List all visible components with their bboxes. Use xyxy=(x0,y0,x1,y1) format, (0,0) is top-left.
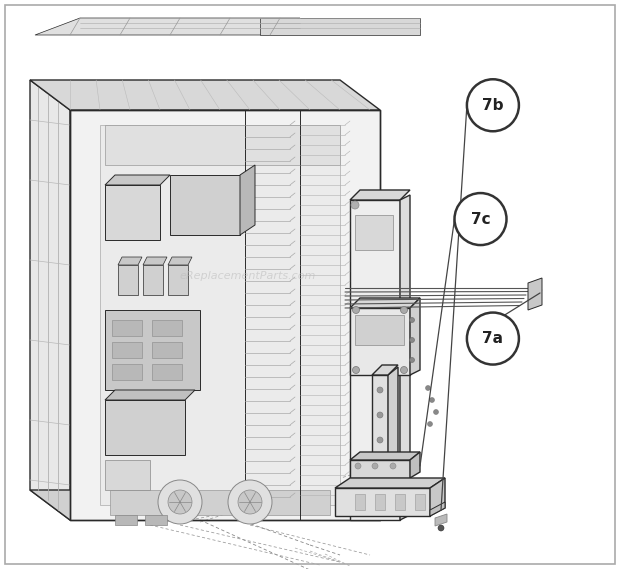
Circle shape xyxy=(238,490,262,514)
Circle shape xyxy=(355,463,361,469)
Polygon shape xyxy=(240,165,255,235)
Polygon shape xyxy=(118,265,138,295)
Circle shape xyxy=(401,307,407,314)
Polygon shape xyxy=(350,460,410,478)
Circle shape xyxy=(377,437,383,443)
Polygon shape xyxy=(350,452,420,460)
Polygon shape xyxy=(388,367,398,460)
Polygon shape xyxy=(528,278,542,310)
Polygon shape xyxy=(112,320,142,336)
Polygon shape xyxy=(112,364,142,380)
Circle shape xyxy=(409,318,415,323)
Polygon shape xyxy=(430,478,445,516)
Polygon shape xyxy=(118,257,142,265)
Polygon shape xyxy=(355,494,365,510)
Circle shape xyxy=(467,79,519,131)
Polygon shape xyxy=(105,390,195,400)
Circle shape xyxy=(454,193,507,245)
Circle shape xyxy=(351,356,359,364)
Polygon shape xyxy=(168,265,188,295)
Polygon shape xyxy=(30,80,70,520)
Polygon shape xyxy=(375,494,385,510)
Polygon shape xyxy=(395,494,405,510)
Polygon shape xyxy=(372,375,388,460)
Polygon shape xyxy=(105,400,185,455)
Polygon shape xyxy=(105,125,340,165)
Polygon shape xyxy=(105,185,160,240)
Polygon shape xyxy=(410,298,420,375)
Polygon shape xyxy=(168,257,192,265)
Circle shape xyxy=(433,410,438,414)
Polygon shape xyxy=(105,310,200,390)
Circle shape xyxy=(409,337,415,343)
Circle shape xyxy=(467,312,519,365)
Polygon shape xyxy=(105,175,170,185)
Text: 7c: 7c xyxy=(471,212,490,226)
Polygon shape xyxy=(400,195,410,520)
Polygon shape xyxy=(435,514,447,526)
Circle shape xyxy=(228,480,272,524)
Polygon shape xyxy=(350,190,410,200)
Polygon shape xyxy=(30,80,380,110)
Polygon shape xyxy=(110,490,330,515)
Polygon shape xyxy=(260,18,420,35)
Polygon shape xyxy=(170,175,240,235)
Circle shape xyxy=(158,480,202,524)
Polygon shape xyxy=(30,490,380,520)
Polygon shape xyxy=(350,200,400,520)
Polygon shape xyxy=(372,365,398,375)
Polygon shape xyxy=(143,257,167,265)
Polygon shape xyxy=(143,265,163,295)
Circle shape xyxy=(377,387,383,393)
Polygon shape xyxy=(105,460,150,490)
Circle shape xyxy=(401,366,407,373)
Circle shape xyxy=(353,307,360,314)
Text: eReplacementParts.com: eReplacementParts.com xyxy=(180,271,316,281)
Circle shape xyxy=(351,506,359,514)
Circle shape xyxy=(377,412,383,418)
Circle shape xyxy=(430,398,435,402)
Polygon shape xyxy=(355,315,404,345)
Polygon shape xyxy=(335,488,430,516)
Circle shape xyxy=(351,201,359,209)
Circle shape xyxy=(425,386,430,390)
Circle shape xyxy=(428,422,433,427)
Polygon shape xyxy=(145,515,167,525)
Circle shape xyxy=(372,463,378,469)
Circle shape xyxy=(353,366,360,373)
Polygon shape xyxy=(152,320,182,336)
Polygon shape xyxy=(112,342,142,358)
Polygon shape xyxy=(355,215,393,250)
Polygon shape xyxy=(410,452,420,478)
Polygon shape xyxy=(35,18,300,35)
Circle shape xyxy=(438,525,444,531)
Polygon shape xyxy=(415,494,425,510)
Text: 7a: 7a xyxy=(482,331,503,346)
Polygon shape xyxy=(152,342,182,358)
Text: 7b: 7b xyxy=(482,98,503,113)
Polygon shape xyxy=(152,364,182,380)
Polygon shape xyxy=(335,478,445,488)
Polygon shape xyxy=(350,298,420,308)
Polygon shape xyxy=(430,502,445,516)
Polygon shape xyxy=(350,308,410,375)
Polygon shape xyxy=(115,515,137,525)
Circle shape xyxy=(409,357,415,362)
Circle shape xyxy=(390,463,396,469)
Circle shape xyxy=(168,490,192,514)
Polygon shape xyxy=(70,110,380,520)
Polygon shape xyxy=(100,125,340,505)
